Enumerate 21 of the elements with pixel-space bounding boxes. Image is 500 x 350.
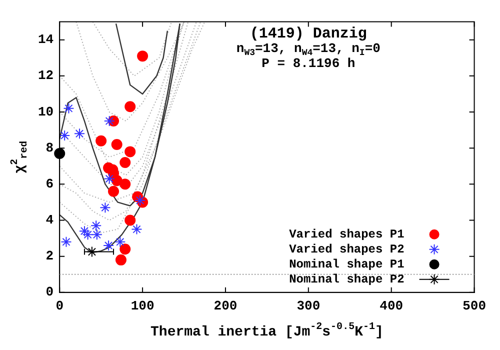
y-tick-label: 10 [38, 104, 54, 120]
x-tick-label: 400 [380, 298, 404, 314]
legend-label: Nominal shape P2 [289, 272, 404, 286]
y-tick-label: 8 [46, 140, 54, 156]
x-tick-label: 200 [214, 298, 238, 314]
legend-label: Nominal shape P1 [289, 257, 404, 272]
annotation: (1419) Danzig [250, 26, 367, 43]
x-tick-label: 100 [130, 298, 154, 314]
y-tick-label: 4 [46, 212, 54, 228]
y-tick-label: 2 [46, 248, 54, 264]
legend-label: Varied shapes P2 [289, 242, 404, 256]
y-axis-title: χ2red [10, 140, 31, 174]
x-tick-label: 0 [56, 298, 64, 314]
y-tick-label: 0 [46, 284, 54, 300]
annotation: P = 8.1196 h [262, 56, 356, 72]
x-tick-label: 500 [462, 298, 486, 314]
x-tick-label: 300 [296, 298, 320, 314]
legend-label: Varied shapes P1 [289, 227, 404, 242]
y-tick-label: 14 [38, 32, 54, 48]
y-tick-label: 6 [46, 176, 54, 192]
y-tick-label: 12 [38, 68, 54, 84]
